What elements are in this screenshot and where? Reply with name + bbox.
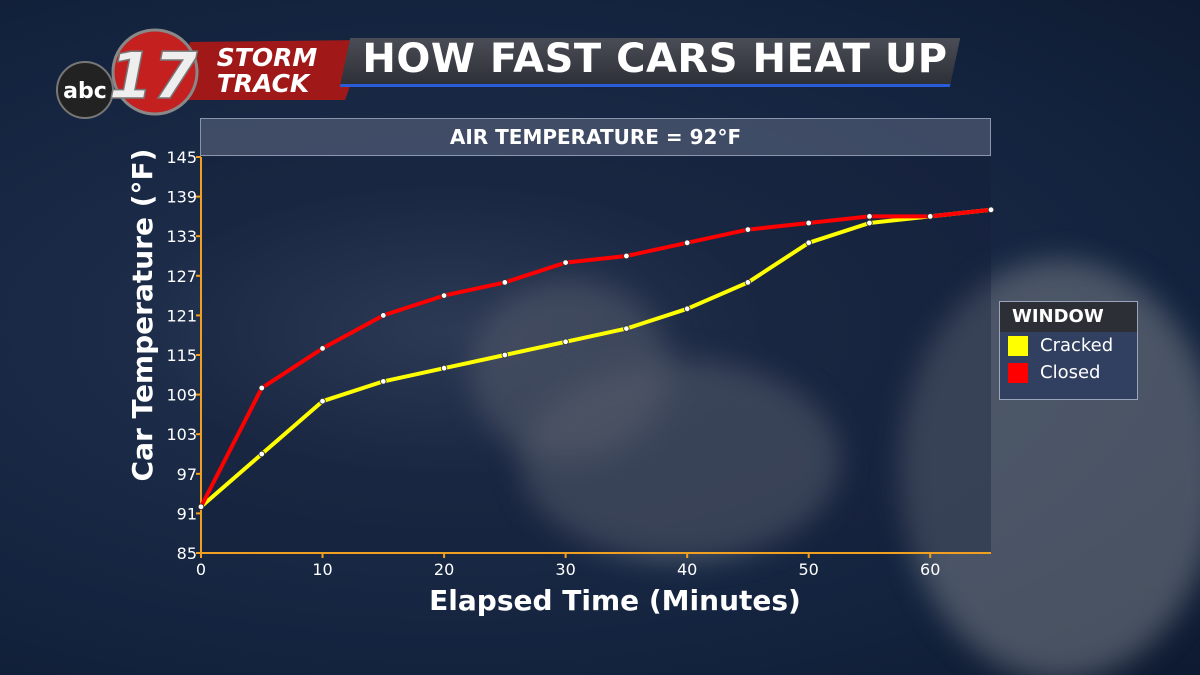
x-tick-label: 40	[677, 560, 697, 579]
legend-title: WINDOW	[1000, 302, 1137, 332]
y-tick-label: 133	[166, 227, 197, 246]
data-point-closed	[623, 252, 630, 260]
data-point-closed	[683, 239, 691, 246]
y-tick-label: 109	[166, 386, 197, 405]
legend-label-closed: Closed	[1040, 362, 1101, 383]
x-tick-label: 30	[555, 560, 575, 579]
y-axis-label: Car Temperature (°F)	[126, 149, 159, 482]
legend-swatch-cracked	[1008, 335, 1028, 356]
y-tick-label: 127	[166, 267, 197, 286]
data-point-closed	[744, 226, 752, 233]
chart-subtitle: AIR TEMPERATURE = 92°F	[200, 118, 991, 156]
data-point-closed	[927, 213, 934, 220]
y-tick-label: 103	[166, 425, 197, 444]
data-point-closed	[258, 384, 265, 392]
data-point-cracked	[380, 378, 387, 385]
legend: WINDOW Cracked Closed	[999, 301, 1138, 400]
x-tick-label: 0	[196, 560, 206, 579]
storm-text: STORM	[217, 43, 318, 72]
x-axis-label: Elapsed Time (Minutes)	[429, 584, 801, 617]
data-point-cracked	[623, 325, 630, 332]
y-tick-label: 145	[166, 148, 197, 167]
channel-number: 17	[108, 40, 198, 114]
data-point-cracked	[562, 338, 569, 345]
track-text: TRACK	[217, 69, 311, 98]
data-point-closed	[197, 503, 205, 510]
data-point-cracked	[319, 398, 326, 405]
y-tick-label: 139	[166, 188, 197, 207]
legend-item-cracked: Cracked	[1000, 332, 1137, 359]
x-tick-label: 50	[799, 560, 819, 579]
abc17-stormtrack-logo: abc 17 STORM TRACK	[56, 28, 367, 119]
legend-label-cracked: Cracked	[1040, 335, 1114, 356]
abc-text: abc	[63, 79, 107, 104]
x-tick-label: 60	[920, 560, 940, 579]
page-title: HOW FAST CARS HEAT UP	[362, 36, 948, 82]
plot-area	[200, 157, 991, 553]
data-point-cracked	[683, 305, 691, 312]
data-point-cracked	[866, 219, 873, 227]
legend-swatch-closed	[1008, 362, 1028, 383]
data-point-cracked	[258, 450, 265, 458]
y-tick-label: 85	[177, 544, 197, 563]
legend-item-closed: Closed	[1000, 359, 1137, 386]
data-point-cracked	[805, 239, 812, 246]
y-tick-label: 121	[166, 306, 197, 325]
y-tick-label: 115	[166, 346, 197, 365]
data-point-closed	[319, 345, 326, 352]
data-point-closed	[501, 279, 509, 286]
y-tick-label: 91	[177, 504, 197, 523]
data-point-closed	[805, 219, 812, 227]
series-line-closed	[199, 207, 992, 508]
data-point-cracked	[501, 351, 509, 359]
data-point-cracked	[440, 365, 448, 372]
data-point-closed	[562, 259, 569, 266]
x-tick-label: 20	[434, 560, 454, 579]
data-point-closed	[380, 312, 387, 319]
data-point-closed	[440, 292, 448, 299]
data-point-closed	[866, 213, 873, 220]
series-line-cracked	[199, 207, 992, 509]
data-point-cracked	[744, 279, 752, 286]
cloud	[520, 360, 840, 560]
y-tick-label: 97	[177, 465, 197, 484]
data-point-closed	[987, 206, 995, 213]
x-tick-label: 10	[312, 560, 332, 579]
